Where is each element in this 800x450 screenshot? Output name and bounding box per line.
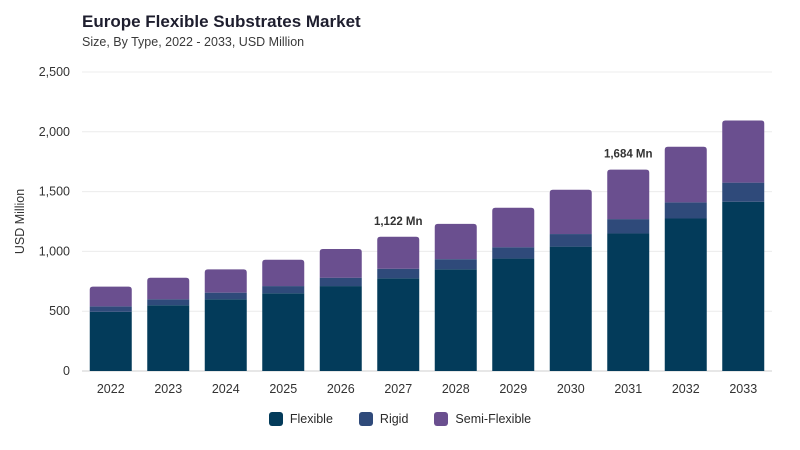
bar-segment-semi-flexible — [147, 277, 190, 300]
bar-segment-rigid — [722, 182, 765, 202]
bar-segment-flexible — [664, 218, 707, 371]
legend-label-semi-flexible: Semi-Flexible — [455, 412, 532, 426]
bar-segment-rigid — [664, 202, 707, 219]
bar-segment-rigid — [319, 277, 362, 287]
x-tick-label: 2023 — [154, 382, 182, 396]
legend-swatch-rigid — [358, 412, 373, 426]
bar-segment-flexible — [377, 278, 420, 371]
bar-segment-rigid — [549, 234, 592, 247]
x-tick-label: 2028 — [442, 382, 470, 396]
y-tick-label: 2,500 — [39, 65, 70, 79]
bar-segment-flexible — [549, 246, 592, 371]
y-tick-label: 2,000 — [39, 125, 70, 139]
x-tick-label: 2025 — [269, 382, 297, 396]
bar-segment-semi-flexible — [319, 249, 362, 278]
bar-segment-rigid — [262, 286, 305, 294]
bar-segment-rigid — [607, 219, 650, 234]
bar-segment-rigid — [89, 306, 132, 312]
bar-segment-semi-flexible — [89, 286, 132, 307]
x-tick-label: 2033 — [729, 382, 757, 396]
bar-segment-semi-flexible — [204, 269, 247, 293]
y-tick-label: 1,500 — [39, 185, 70, 199]
bar-segment-flexible — [319, 286, 362, 371]
x-tick-label: 2029 — [499, 382, 527, 396]
x-tick-label: 2024 — [212, 382, 240, 396]
legend-label-flexible: Flexible — [289, 412, 333, 426]
bar-segment-rigid — [204, 292, 247, 300]
bar-segment-semi-flexible — [492, 207, 535, 248]
legend-item-flexible[interactable]: Flexible — [268, 412, 333, 426]
legend-item-semi-flexible[interactable]: Semi-Flexible — [434, 412, 531, 426]
bar-segment-semi-flexible — [377, 236, 420, 269]
chart-title: Europe Flexible Substrates Market — [82, 12, 361, 31]
bar-segment-rigid — [434, 259, 477, 270]
x-tick-label: 2022 — [97, 382, 125, 396]
bar-segment-semi-flexible — [549, 189, 592, 235]
y-tick-label: 1,000 — [39, 244, 70, 258]
data-label: 1,122 Mn — [374, 216, 423, 228]
bar-segment-rigid — [147, 299, 190, 306]
bar-segment-flexible — [204, 299, 247, 371]
y-tick-label: 0 — [63, 364, 70, 378]
bar-segment-semi-flexible — [434, 223, 477, 260]
bar-segment-flexible — [89, 311, 132, 371]
bar-segment-semi-flexible — [607, 169, 650, 220]
x-tick-label: 2027 — [384, 382, 412, 396]
bar-segment-flexible — [434, 269, 477, 371]
legend-label-rigid: Rigid — [379, 412, 409, 426]
bar-segment-flexible — [607, 233, 650, 371]
bar-segment-flexible — [492, 258, 535, 371]
x-tick-label: 2031 — [614, 382, 642, 396]
bar-segment-flexible — [147, 305, 190, 371]
y-tick-label: 500 — [49, 304, 70, 318]
bar-segment-flexible — [262, 293, 305, 371]
legend-item-rigid[interactable]: Rigid — [358, 412, 409, 426]
x-tick-label: 2026 — [327, 382, 355, 396]
legend-swatch-semi-flexible — [434, 412, 449, 426]
bar-segment-flexible — [722, 201, 765, 371]
legend: Flexible Rigid Semi-Flexible — [0, 412, 800, 426]
bar-segment-rigid — [377, 268, 420, 279]
chart-subtitle: Size, By Type, 2022 - 2033, USD Million — [82, 35, 305, 49]
bar-segment-semi-flexible — [664, 146, 707, 203]
data-label: 1,684 Mn — [604, 149, 653, 161]
bar-segment-semi-flexible — [722, 120, 765, 183]
bar-segment-semi-flexible — [262, 259, 305, 287]
x-tick-label: 2032 — [672, 382, 700, 396]
legend-swatch-flexible — [268, 412, 283, 426]
y-axis-title: USD Million — [13, 189, 27, 254]
x-tick-label: 2030 — [557, 382, 585, 396]
bar-segment-rigid — [492, 247, 535, 259]
